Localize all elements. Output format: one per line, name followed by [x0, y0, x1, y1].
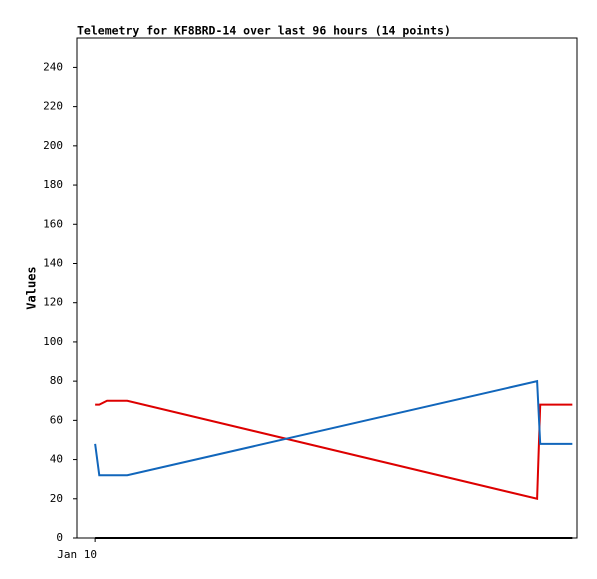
y-tick-label: 200 — [43, 139, 63, 152]
y-tick-label: 140 — [43, 256, 63, 269]
y-tick-label: 160 — [43, 217, 63, 230]
y-tick-label: 220 — [43, 100, 63, 113]
y-tick-label: 120 — [43, 296, 63, 309]
y-tick-label: 240 — [43, 60, 63, 73]
y-axis-label: Values — [25, 266, 39, 309]
y-tick-label: 0 — [56, 531, 63, 544]
y-tick-label: 40 — [50, 453, 63, 466]
y-tick-label: 60 — [50, 413, 63, 426]
series-line — [94, 379, 573, 477]
chart-title: Telemetry for KF8BRD-14 over last 96 hou… — [77, 24, 451, 38]
y-tick-label: 80 — [50, 374, 63, 387]
y-tick-label: 100 — [43, 335, 63, 348]
x-tick-label: Jan 10 — [57, 548, 97, 561]
series-line — [95, 399, 573, 501]
y-tick-label: 180 — [43, 178, 63, 191]
y-tick-label: 20 — [50, 492, 63, 505]
plot-frame — [76, 37, 578, 539]
